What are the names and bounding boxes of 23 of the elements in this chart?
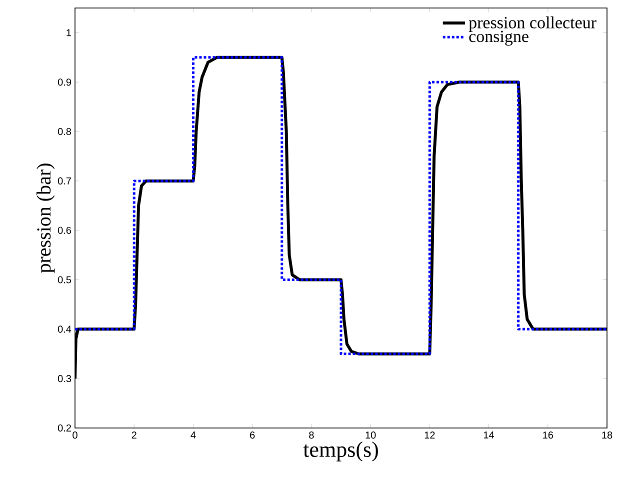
x-tick-label: 12 [424,432,435,439]
x-tick-label: 6 [250,432,255,439]
x-axis-title: temps(s) [303,441,378,462]
y-tick-label: 0.5 [58,276,72,284]
x-tick-label: 10 [366,432,376,439]
x-tick-label: 16 [543,432,554,439]
x-tick-label: 4 [190,432,196,438]
y-tick-label: 0.2 [58,424,71,432]
y-tick-label: 1 [66,29,71,36]
y-tick-label: 0.4 [58,326,72,333]
x-tick-label: 14 [484,432,494,438]
x-tick-label: 8 [309,432,314,439]
legend-label: consigne [469,30,528,46]
y-axis-title: pression (bar) [36,164,55,273]
y-tick-label: 0.6 [58,226,72,234]
legend-label: pression collecteur [468,16,596,32]
x-tick-label: 0 [72,432,78,439]
y-tick-label: 0.9 [58,78,72,86]
x-tick-label: 2 [132,432,136,439]
y-tick-label: 0.3 [58,375,72,382]
x-tick-label: 18 [602,432,612,439]
y-tick-label: 0.7 [58,177,71,184]
y-tick-label: 0.8 [58,128,72,136]
